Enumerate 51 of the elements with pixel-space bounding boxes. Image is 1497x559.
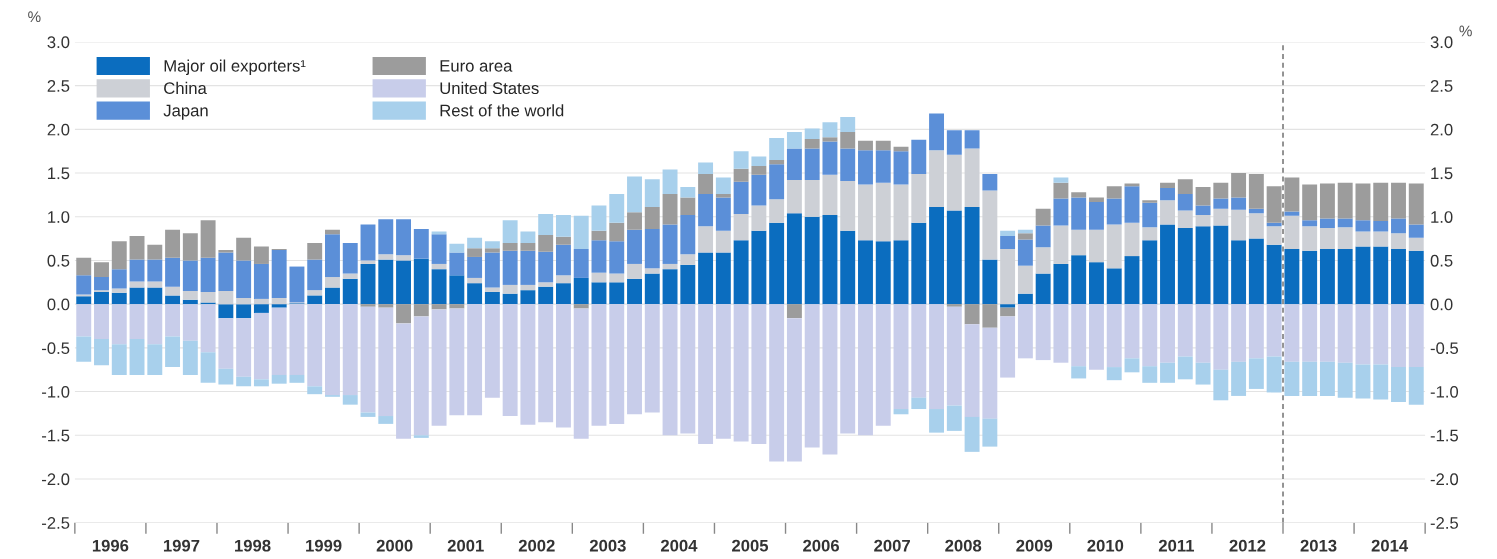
legend-label: Euro area: [440, 60, 513, 72]
y-tick-label: 2.0: [47, 123, 70, 136]
y-tick-label: -2.0: [42, 473, 70, 486]
x-tick-label: 2004: [660, 539, 698, 552]
x-tick-label: 2008: [945, 539, 982, 552]
y2-tick-label: 2.5: [1430, 80, 1453, 92]
legend-label: United States: [440, 81, 539, 95]
y2-tick-label: 3.0: [1430, 36, 1453, 49]
y-tick-label: -2.5: [42, 517, 70, 529]
y2-tick-label: -1.5: [1430, 429, 1459, 442]
x-tick-label: 2005: [732, 539, 769, 552]
y2-tick-label: 1.0: [1431, 211, 1453, 223]
x-tick-label: 2014: [1371, 539, 1409, 552]
legend-label: China: [164, 81, 207, 95]
y2-tick-label: 2.0: [1430, 123, 1453, 136]
y2-tick-label: -2.5: [1430, 517, 1459, 529]
legend-label: Rest of the world: [440, 104, 564, 117]
x-tick-label: 2007: [874, 539, 910, 552]
y2-tick-label: 0.0: [1430, 298, 1453, 311]
x-tick-label: 2010: [1087, 539, 1124, 552]
x-tick-label: 2009: [1016, 539, 1053, 552]
y2-tick-label: -0.5: [1430, 342, 1459, 355]
x-tick-label: 2013: [1300, 539, 1337, 552]
x-tick-label: 2001: [447, 539, 484, 552]
x-tick-label: 2011: [1158, 539, 1195, 552]
x-tick-label: 1996: [92, 539, 129, 552]
x-tick-label: 2000: [376, 539, 413, 552]
x-tick-label: 2003: [589, 539, 626, 552]
y-tick-label: 3.0: [47, 36, 70, 49]
y-tick-label: 0.0: [47, 298, 70, 311]
y-tick-label: -1.0: [42, 385, 70, 398]
y-tick-label: 1.0: [48, 211, 70, 223]
x-tick-label: 1997: [163, 539, 200, 552]
y-axis-title: %: [28, 11, 41, 23]
legend-label: Major oil exporters¹: [164, 59, 306, 76]
y2-tick-label: 0.5: [1430, 254, 1453, 267]
y2-tick-label: -1.0: [1430, 385, 1459, 398]
x-tick-label: 2006: [803, 539, 839, 552]
y-tick-label: 2.5: [47, 80, 70, 92]
x-tick-label: 1998: [235, 539, 271, 552]
legend-label: Japan: [163, 104, 208, 120]
y2-axis-title: %: [1459, 25, 1472, 37]
y-tick-label: -0.5: [42, 342, 70, 355]
y-tick-label: 1.5: [48, 167, 70, 180]
x-tick-label: 2012: [1229, 539, 1266, 552]
y2-tick-label: -2.0: [1430, 473, 1459, 486]
y-tick-label: -1.5: [42, 429, 70, 442]
x-tick-label: 1999: [306, 539, 342, 552]
y-tick-label: 0.5: [47, 254, 70, 267]
y2-tick-label: 1.5: [1431, 167, 1453, 180]
x-tick-label: 2002: [518, 539, 555, 552]
